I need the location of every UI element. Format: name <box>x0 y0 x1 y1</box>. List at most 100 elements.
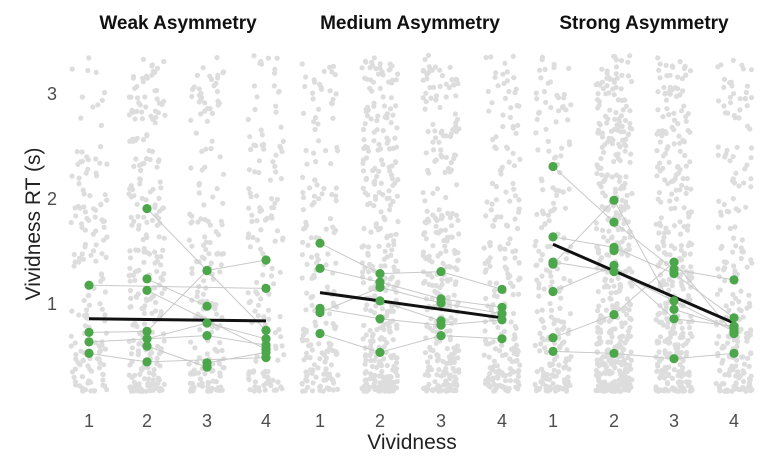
raw-trial-point <box>139 305 145 312</box>
raw-trial-point <box>685 243 692 249</box>
raw-trial-point <box>157 363 163 369</box>
raw-trial-point <box>655 311 661 318</box>
raw-trial-point <box>685 223 691 229</box>
raw-trial-point <box>609 386 616 392</box>
raw-trial-point <box>199 254 205 260</box>
raw-trial-point <box>98 271 105 277</box>
raw-trial-point <box>510 180 516 187</box>
raw-trial-point <box>218 262 224 268</box>
raw-trial-point <box>680 88 686 94</box>
raw-trial-point <box>438 373 444 379</box>
raw-trial-point <box>439 277 445 283</box>
raw-trial-point <box>309 388 316 394</box>
raw-trial-point <box>216 232 222 238</box>
raw-trial-point <box>90 248 97 254</box>
raw-trial-point <box>511 163 517 169</box>
raw-trial-point <box>729 83 735 89</box>
raw-trial-point <box>250 369 256 375</box>
raw-trial-point <box>556 335 562 341</box>
raw-trial-point <box>99 339 105 345</box>
raw-trial-point <box>504 144 510 150</box>
raw-trial-point <box>382 275 388 281</box>
raw-trial-point <box>214 186 220 192</box>
raw-trial-point <box>254 218 260 224</box>
raw-trial-point <box>93 170 99 176</box>
raw-trial-point <box>740 66 747 72</box>
raw-trial-point <box>75 203 81 210</box>
raw-trial-point <box>278 124 284 130</box>
raw-trial-point <box>310 96 316 102</box>
raw-trial-point <box>447 304 453 310</box>
raw-trial-point <box>436 367 442 373</box>
raw-trial-point <box>543 376 549 382</box>
raw-trial-point <box>154 164 160 170</box>
raw-trial-point <box>671 141 677 147</box>
raw-trial-point <box>733 243 739 249</box>
raw-trial-point <box>606 90 612 96</box>
raw-trial-point <box>655 363 661 369</box>
raw-trial-point <box>79 251 85 257</box>
raw-trial-point <box>665 380 671 387</box>
raw-trial-point <box>616 178 623 184</box>
raw-trial-point <box>598 356 604 362</box>
raw-trial-point <box>363 332 369 338</box>
raw-trial-point <box>689 275 695 281</box>
raw-trial-point <box>381 336 387 342</box>
raw-trial-point <box>134 95 141 101</box>
raw-trial-point <box>140 79 146 85</box>
raw-trial-point <box>214 88 220 95</box>
raw-trial-point <box>687 68 694 74</box>
raw-trial-point <box>447 215 453 221</box>
raw-trial-point <box>195 219 201 225</box>
raw-trial-point <box>423 236 429 242</box>
raw-trial-point <box>605 284 612 290</box>
raw-trial-point <box>678 242 685 249</box>
raw-trial-point <box>623 381 629 387</box>
raw-trial-point <box>746 292 752 298</box>
raw-trial-point <box>516 382 522 388</box>
raw-trial-point <box>274 55 280 61</box>
raw-trial-point <box>721 84 727 90</box>
raw-trial-point <box>426 281 432 288</box>
raw-trial-point <box>328 161 334 167</box>
raw-trial-point <box>504 266 510 272</box>
raw-trial-point <box>539 335 545 341</box>
raw-trial-point <box>507 280 514 286</box>
raw-trial-point <box>365 192 371 198</box>
raw-trial-point <box>502 255 508 261</box>
raw-trial-point <box>534 309 540 315</box>
raw-trial-point <box>387 319 393 325</box>
raw-trial-point <box>676 133 682 139</box>
raw-trial-point <box>657 61 663 67</box>
raw-trial-point <box>657 168 663 174</box>
raw-trial-point <box>629 126 635 132</box>
raw-trial-point <box>258 207 265 213</box>
raw-trial-point <box>491 363 497 369</box>
raw-trial-point <box>628 357 635 363</box>
raw-trial-point <box>715 144 721 150</box>
raw-trial-point <box>425 272 431 278</box>
raw-trial-point <box>595 165 602 171</box>
raw-trial-point <box>594 341 600 347</box>
raw-trial-point <box>717 368 723 374</box>
raw-trial-point <box>482 328 488 334</box>
raw-trial-point <box>716 333 722 339</box>
raw-trial-point <box>662 364 668 370</box>
y-axis-title: Vividness RT (s) <box>22 148 45 301</box>
raw-trial-point <box>481 245 487 251</box>
raw-trial-point <box>256 158 262 164</box>
raw-trial-point <box>300 110 307 116</box>
raw-trial-point <box>133 156 139 162</box>
raw-trial-point <box>246 377 252 383</box>
raw-trial-point <box>378 209 384 215</box>
raw-trial-point <box>617 281 623 288</box>
raw-trial-point <box>90 104 96 110</box>
raw-trial-point <box>512 255 518 261</box>
subject-line-weak <box>146 345 208 368</box>
raw-trial-point <box>612 326 618 332</box>
raw-trial-point <box>314 252 320 258</box>
raw-trial-point <box>277 269 283 275</box>
raw-trial-point <box>742 95 748 101</box>
raw-trial-point <box>374 117 380 124</box>
raw-trial-point <box>433 340 439 346</box>
